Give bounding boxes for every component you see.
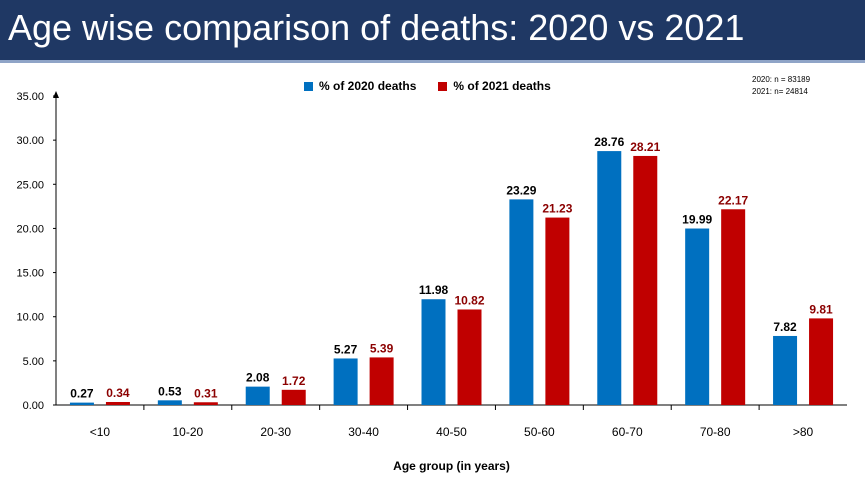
data-label-2020: 2.08 bbox=[246, 371, 270, 385]
bar-2021 bbox=[105, 401, 130, 405]
note-2020: 2020: n = 83189 bbox=[752, 75, 811, 84]
y-tick-label: 30.00 bbox=[16, 135, 44, 147]
data-label-2020: 5.27 bbox=[334, 342, 358, 356]
bar-2021 bbox=[545, 217, 570, 405]
bar-2020 bbox=[333, 358, 358, 405]
bar-2020 bbox=[421, 299, 446, 405]
bar-2021 bbox=[809, 318, 834, 405]
x-tick-label: 50-60 bbox=[524, 425, 555, 439]
slide-title: Age wise comparison of deaths: 2020 vs 2… bbox=[8, 7, 745, 48]
data-label-2021: 28.21 bbox=[630, 140, 660, 154]
x-tick-label: 60-70 bbox=[612, 425, 643, 439]
title-divider bbox=[0, 60, 865, 63]
x-tick-label: 20-30 bbox=[260, 425, 291, 439]
data-label-2020: 0.53 bbox=[158, 384, 182, 398]
y-tick-label: 15.00 bbox=[16, 268, 44, 280]
bar-2020 bbox=[157, 400, 182, 405]
data-label-2021: 5.39 bbox=[370, 341, 394, 355]
x-tick-label: 70-80 bbox=[700, 425, 731, 439]
data-label-2020: 11.98 bbox=[419, 283, 449, 297]
title-bar: Age wise comparison of deaths: 2020 vs 2… bbox=[0, 0, 865, 60]
legend-label-2020: % of 2020 deaths bbox=[319, 79, 417, 93]
bar-2021 bbox=[193, 402, 218, 405]
bar-2021 bbox=[281, 389, 306, 405]
data-label-2021: 10.82 bbox=[454, 293, 484, 307]
x-tick-label: 40-50 bbox=[436, 425, 467, 439]
x-tick-label: >80 bbox=[793, 425, 814, 439]
note-2021: 2021: n= 24814 bbox=[752, 87, 808, 96]
data-label-2021: 1.72 bbox=[282, 374, 306, 388]
legend-item-2020: % of 2020 deaths bbox=[304, 79, 416, 93]
legend-label-2021: % of 2021 deaths bbox=[453, 79, 551, 93]
bar-2021 bbox=[633, 155, 658, 405]
sample-size-notes: 2020: n = 83189 2021: n= 24814 bbox=[752, 74, 810, 98]
x-tick-label: 10-20 bbox=[172, 425, 203, 439]
bar-2020 bbox=[773, 335, 798, 405]
bar-2021 bbox=[721, 209, 746, 405]
y-tick-label: 35.00 bbox=[16, 91, 44, 103]
x-tick-label: 30-40 bbox=[348, 425, 379, 439]
data-label-2021: 0.31 bbox=[194, 386, 218, 400]
y-tick-label: 20.00 bbox=[16, 223, 44, 235]
data-label-2020: 0.27 bbox=[70, 387, 94, 401]
data-label-2020: 28.76 bbox=[594, 135, 624, 149]
legend-item-2021: % of 2021 deaths bbox=[438, 79, 551, 93]
bar-2020 bbox=[69, 402, 94, 405]
chart-legend: % of 2020 deaths % of 2021 deaths bbox=[304, 79, 551, 93]
y-tick-label: 5.00 bbox=[23, 356, 44, 368]
bar-2020 bbox=[685, 228, 710, 405]
bar-2020 bbox=[597, 151, 622, 405]
legend-swatch-2020 bbox=[304, 81, 313, 91]
data-label-2021: 21.23 bbox=[542, 202, 572, 216]
y-axis-arrow bbox=[53, 91, 59, 98]
bar-2020 bbox=[245, 386, 270, 405]
data-label-2020: 7.82 bbox=[773, 320, 797, 334]
data-label-2020: 23.29 bbox=[506, 183, 536, 197]
data-label-2021: 0.34 bbox=[106, 386, 130, 400]
bar-2020 bbox=[509, 199, 534, 405]
bar-2021 bbox=[369, 357, 394, 405]
y-tick-label: 0.00 bbox=[23, 400, 44, 412]
legend-swatch-2021 bbox=[438, 81, 448, 91]
bar-2021 bbox=[457, 309, 482, 405]
x-axis-title: Age group (in years) bbox=[393, 459, 510, 473]
data-label-2021: 9.81 bbox=[809, 302, 833, 316]
x-tick-label: <10 bbox=[90, 425, 111, 439]
data-label-2021: 22.17 bbox=[718, 193, 748, 207]
y-tick-label: 10.00 bbox=[16, 312, 44, 324]
y-tick-label: 25.00 bbox=[16, 179, 44, 191]
data-label-2020: 19.99 bbox=[682, 213, 712, 227]
